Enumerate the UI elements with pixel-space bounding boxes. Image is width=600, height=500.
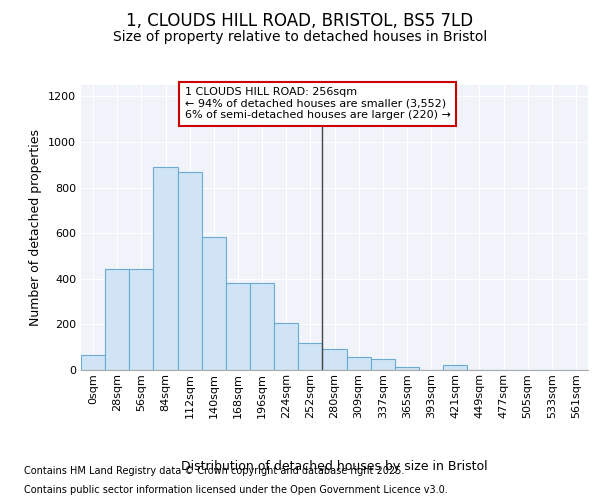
Bar bbox=[129, 268, 154, 370]
Bar bbox=[226, 284, 250, 370]
Bar bbox=[81, 355, 105, 370]
Text: 1, CLOUDS HILL ROAD, BRISTOL, BS5 7LD: 1, CLOUDS HILL ROAD, BRISTOL, BS5 7LD bbox=[127, 12, 473, 30]
Bar bbox=[202, 236, 226, 370]
Bar bbox=[250, 284, 274, 370]
Y-axis label: Number of detached properties: Number of detached properties bbox=[29, 129, 43, 326]
Text: 1 CLOUDS HILL ROAD: 256sqm
← 94% of detached houses are smaller (3,552)
6% of se: 1 CLOUDS HILL ROAD: 256sqm ← 94% of deta… bbox=[185, 88, 451, 120]
Bar bbox=[347, 358, 371, 370]
Bar bbox=[298, 342, 322, 370]
Bar bbox=[105, 268, 129, 370]
X-axis label: Distribution of detached houses by size in Bristol: Distribution of detached houses by size … bbox=[181, 460, 488, 472]
Bar bbox=[395, 366, 419, 370]
Text: Size of property relative to detached houses in Bristol: Size of property relative to detached ho… bbox=[113, 30, 487, 44]
Bar bbox=[178, 172, 202, 370]
Bar bbox=[443, 366, 467, 370]
Text: Contains HM Land Registry data © Crown copyright and database right 2025.: Contains HM Land Registry data © Crown c… bbox=[24, 466, 404, 476]
Bar bbox=[371, 358, 395, 370]
Bar bbox=[274, 324, 298, 370]
Bar bbox=[154, 167, 178, 370]
Bar bbox=[322, 350, 347, 370]
Text: Contains public sector information licensed under the Open Government Licence v3: Contains public sector information licen… bbox=[24, 485, 448, 495]
